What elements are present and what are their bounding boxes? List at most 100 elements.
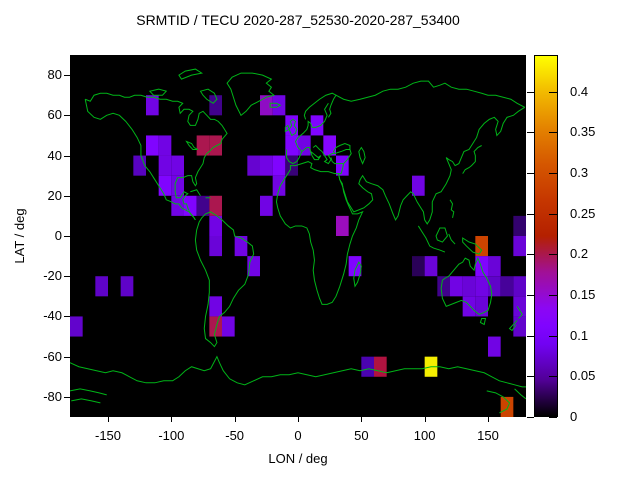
- coastline-new-zealand-south: [510, 320, 518, 330]
- colorbar-tick-mark: [549, 335, 557, 337]
- y-tick-label: -80: [43, 388, 62, 404]
- coastline-scandinavia: [304, 93, 336, 119]
- heatmap-cell: [488, 256, 501, 277]
- heatmap-cell: [158, 155, 172, 176]
- y-tick-label: 40: [47, 147, 62, 163]
- colorbar-tick-label: 0.35: [570, 124, 596, 140]
- heatmap-cell: [374, 356, 387, 377]
- heatmap-cell: [171, 155, 184, 176]
- heatmap-cell: [513, 296, 526, 317]
- coastline-caspian-sea: [359, 148, 365, 164]
- heatmap-cell: [361, 356, 374, 377]
- x-tick-mark: [234, 417, 236, 422]
- coastline-turkey-levant: [331, 150, 351, 174]
- coastline-mediterranean-north: [302, 148, 321, 160]
- heatmap-cell: [158, 135, 172, 156]
- coastline-sulawesi: [449, 234, 455, 244]
- y-tick-label: 0: [54, 228, 62, 243]
- colorbar-tick-label: 0: [570, 409, 578, 424]
- y-tick-mark: [64, 115, 70, 117]
- colorbar-tick-mark: [527, 172, 534, 174]
- colorbar-tick-mark: [527, 417, 534, 418]
- heatmap-cell: [500, 396, 514, 417]
- heatmap-cell: [209, 135, 222, 156]
- x-tick-mark: [424, 417, 426, 422]
- heatmap-cell: [247, 155, 260, 176]
- heatmap-cell: [272, 155, 286, 176]
- coastline-cuba: [190, 190, 200, 196]
- x-tick-mark: [361, 417, 363, 422]
- coastline-great-lakes: [187, 141, 198, 149]
- heatmap-cell: [146, 135, 159, 156]
- coastline-north-america-east: [85, 93, 227, 220]
- y-tick-mark: [64, 276, 70, 278]
- heatmap-cell: [209, 215, 222, 236]
- heatmap-cell: [272, 175, 286, 196]
- y-tick-label: 60: [47, 107, 62, 123]
- heatmap-cell: [488, 336, 501, 357]
- coastline-sumatra-java: [418, 226, 445, 252]
- y-tick-label: 80: [47, 67, 62, 83]
- chart-title: SRMTID / TECU 2020-287_52530-2020-287_53…: [136, 12, 460, 28]
- colorbar-tick-mark: [527, 91, 534, 93]
- y-tick-label: -20: [43, 268, 62, 284]
- x-tick-label: -100: [158, 428, 185, 443]
- coastline-antarctica: [70, 357, 526, 387]
- coastline-antarctica-inner-1: [70, 389, 107, 395]
- colorbar-tick-label: 0.15: [570, 286, 596, 302]
- heatmap-cell: [462, 276, 476, 297]
- heatmap-cell: [95, 276, 108, 297]
- y-tick-mark: [64, 356, 70, 358]
- heatmap-cell: [196, 135, 210, 156]
- heatmap-cell: [209, 195, 222, 216]
- colorbar-tick-mark: [549, 132, 557, 134]
- heatmap-cells-layer: [70, 95, 526, 417]
- y-tick-label: -60: [43, 348, 62, 364]
- colorbar-tick-mark: [549, 294, 557, 296]
- world-heatmap: [70, 55, 526, 417]
- coastline-greenland: [227, 73, 274, 115]
- colorbar-tick-mark: [527, 294, 534, 296]
- heatmap-cell: [475, 256, 488, 277]
- colorbar-tick-mark: [549, 417, 557, 418]
- y-tick-mark: [64, 316, 70, 318]
- colorbar-tick-mark: [527, 376, 534, 378]
- colorbar-tick-mark: [527, 335, 534, 337]
- colorbar: [534, 55, 558, 417]
- heatmap-cell: [260, 195, 273, 216]
- coastline-ireland: [285, 125, 289, 131]
- x-tick-label: -150: [94, 428, 122, 443]
- heatmap-cell: [462, 296, 476, 317]
- heatmap-cell: [120, 276, 134, 297]
- colorbar-tick-mark: [549, 172, 557, 174]
- y-tick-mark: [64, 396, 70, 398]
- y-tick-label: -40: [43, 308, 62, 324]
- x-tick-label: 100: [413, 428, 436, 443]
- heatmap-cell: [450, 276, 463, 297]
- heatmap-cell: [209, 95, 222, 116]
- y-tick-mark: [64, 155, 70, 157]
- heatmap-cell: [336, 155, 349, 176]
- heatmap-cell: [513, 316, 526, 337]
- coastline-madagascar: [354, 262, 362, 286]
- heatmap-cell: [70, 316, 83, 337]
- x-tick-label: 0: [294, 428, 302, 443]
- heatmap-cell: [209, 296, 222, 317]
- heatmap-cell: [500, 276, 514, 297]
- coastline-new-zealand-north: [517, 306, 522, 318]
- coastline-balkans-blacksea: [313, 143, 350, 163]
- heatmap-cell: [513, 276, 526, 297]
- y-tick-mark: [64, 195, 70, 197]
- heatmap-cell: [234, 236, 248, 257]
- heatmap-cell: [348, 256, 362, 277]
- heatmap-cell: [222, 316, 235, 337]
- coastline-baffin-island: [200, 89, 216, 103]
- heatmap-cell: [412, 175, 425, 196]
- colorbar-tick-mark: [549, 254, 557, 256]
- colorbar-tick-label: 0.4: [570, 83, 589, 99]
- colorbar-tick-label: 0.2: [570, 246, 589, 262]
- coastline-asia-north: [336, 81, 525, 107]
- coastline-uk: [289, 119, 297, 135]
- heatmap-cell: [513, 215, 526, 236]
- heatmap-cell: [209, 236, 222, 257]
